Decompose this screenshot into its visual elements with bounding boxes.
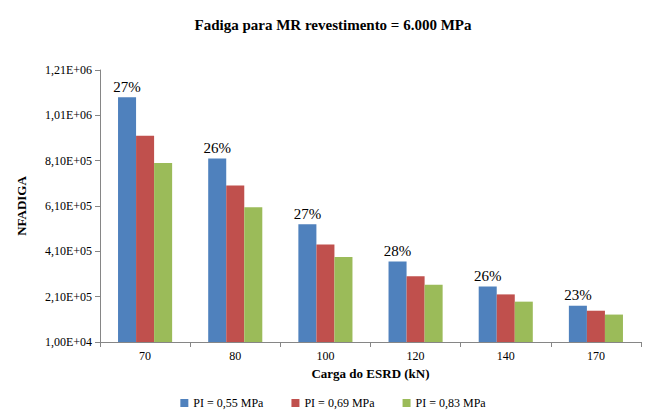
svg-text:28%: 28% — [384, 243, 412, 259]
svg-text:80: 80 — [229, 349, 241, 363]
svg-text:PI = 0,83 MPa: PI = 0,83 MPa — [416, 396, 487, 410]
svg-text:2,10E+05: 2,10E+05 — [45, 290, 92, 304]
svg-text:170: 170 — [587, 349, 605, 363]
svg-text:PI = 0,69 MPa: PI = 0,69 MPa — [304, 396, 375, 410]
svg-text:8,10E+05: 8,10E+05 — [45, 154, 92, 168]
svg-text:PI = 0,55 MPa: PI = 0,55 MPa — [193, 396, 264, 410]
svg-text:4,10E+05: 4,10E+05 — [45, 244, 92, 258]
svg-text:26%: 26% — [474, 268, 502, 284]
svg-text:140: 140 — [497, 349, 515, 363]
svg-text:1,01E+06: 1,01E+06 — [45, 108, 92, 122]
svg-text:27%: 27% — [294, 206, 322, 222]
svg-text:6,10E+05: 6,10E+05 — [45, 199, 92, 213]
svg-text:27%: 27% — [113, 79, 141, 95]
svg-text:23%: 23% — [564, 287, 592, 303]
svg-text:120: 120 — [407, 349, 425, 363]
svg-text:26%: 26% — [203, 140, 231, 156]
svg-text:70: 70 — [139, 349, 151, 363]
svg-text:1,21E+06: 1,21E+06 — [45, 63, 92, 77]
svg-text:Fadiga para MR revestimento =: Fadiga para MR revestimento = 6.000 MPa — [195, 17, 472, 33]
svg-text:1,00E+04: 1,00E+04 — [45, 335, 92, 349]
svg-text:100: 100 — [316, 349, 334, 363]
svg-text:NFADIGA: NFADIGA — [14, 176, 29, 236]
svg-text:Carga do ESRD (kN): Carga do ESRD (kN) — [311, 366, 429, 381]
